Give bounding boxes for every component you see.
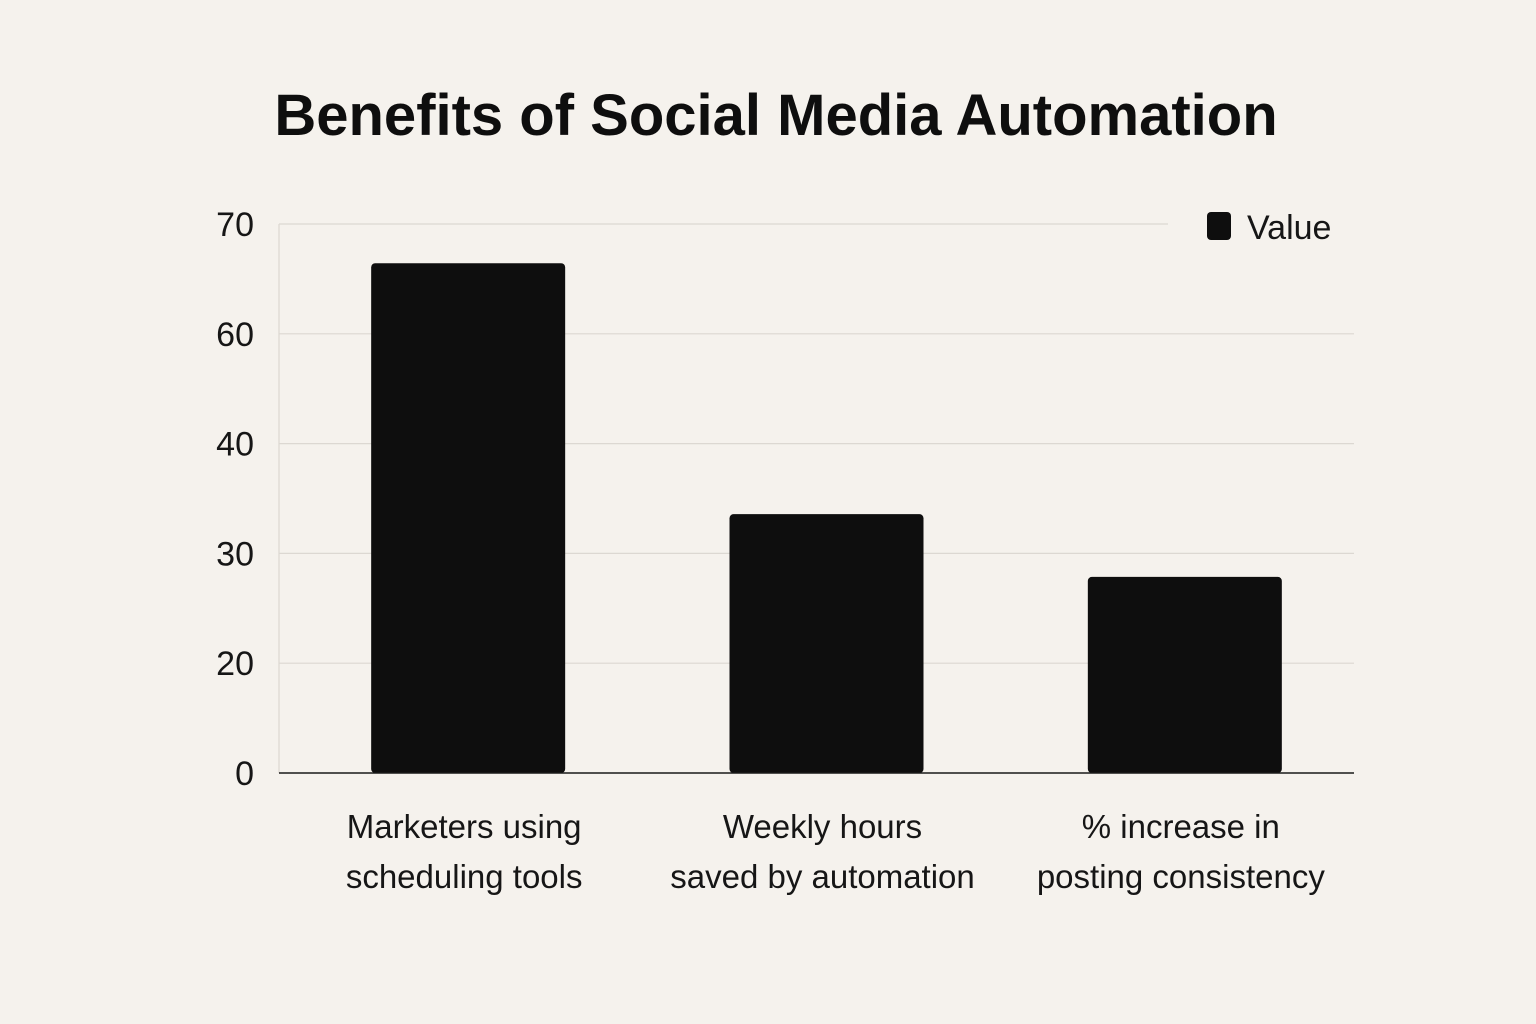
bar xyxy=(1087,576,1282,773)
bars xyxy=(371,263,1282,773)
y-tick-labels: 20 30 40 60 70 0 xyxy=(216,206,254,793)
category-label: % increase in xyxy=(1082,808,1280,845)
y-tick-label: 0 xyxy=(235,755,254,793)
legend-swatch xyxy=(1207,212,1231,240)
category-label: posting consistency xyxy=(1037,858,1325,895)
bar xyxy=(729,514,924,773)
y-tick-label: 40 xyxy=(216,426,254,464)
legend-label: Value xyxy=(1247,209,1331,247)
category-label: Marketers using xyxy=(347,808,582,845)
axes xyxy=(278,224,1354,774)
y-tick-label: 30 xyxy=(216,535,254,573)
bar xyxy=(371,263,566,773)
category-label: scheduling tools xyxy=(346,858,583,895)
y-tick-label: 70 xyxy=(216,206,254,244)
chart-title: Benefits of Social Media Automation xyxy=(274,83,1278,148)
category-labels: Marketers using scheduling tools Weekly ho… xyxy=(346,808,1325,895)
category-label: saved by automation xyxy=(670,858,975,895)
y-tick-label: 20 xyxy=(216,645,254,683)
y-tick-label: 60 xyxy=(216,316,254,354)
category-label: Weekly hours xyxy=(723,808,922,845)
legend: Value xyxy=(1207,209,1331,247)
